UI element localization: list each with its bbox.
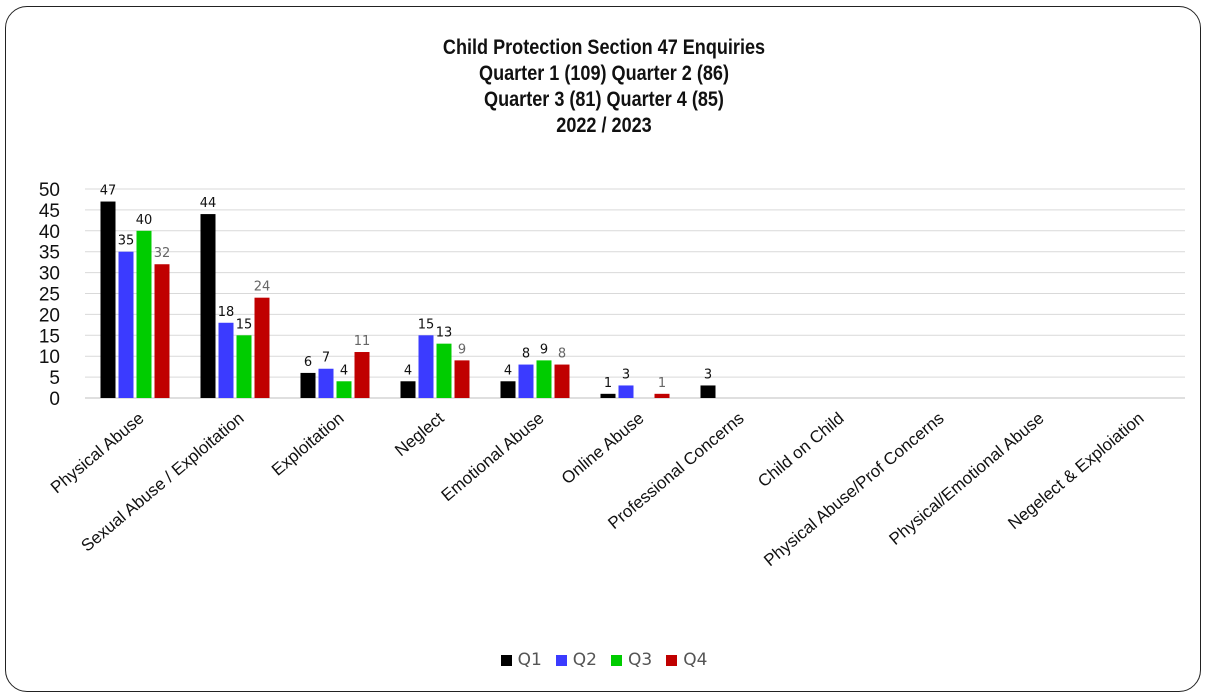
data-label: 8 bbox=[558, 347, 566, 362]
y-tick-label: 40 bbox=[39, 222, 60, 243]
legend-item-q1: Q1 bbox=[500, 650, 542, 670]
bar-q3 bbox=[336, 381, 352, 398]
bar-q1 bbox=[700, 385, 716, 398]
bar-q4 bbox=[354, 352, 370, 398]
legend-swatch bbox=[666, 654, 678, 666]
category-label: Exploitation bbox=[268, 409, 348, 480]
bar-q1 bbox=[200, 214, 216, 398]
data-label: 47 bbox=[100, 184, 117, 199]
data-label: 3 bbox=[704, 367, 712, 382]
bar-q4 bbox=[454, 360, 470, 398]
data-label: 8 bbox=[522, 347, 530, 362]
y-tick-label: 10 bbox=[39, 347, 60, 368]
bar-q2 bbox=[418, 335, 434, 398]
data-label: 4 bbox=[404, 363, 412, 378]
y-tick-label: 35 bbox=[39, 243, 60, 264]
data-label: 9 bbox=[458, 342, 466, 357]
bar-q3 bbox=[536, 360, 552, 398]
y-tick-label: 45 bbox=[39, 201, 60, 222]
chart-title-line-3: Quarter 3 (81) Quarter 4 (85) bbox=[484, 88, 724, 111]
legend-label: Q2 bbox=[572, 650, 597, 670]
legend-label: Q4 bbox=[683, 650, 708, 670]
bars bbox=[100, 201, 716, 398]
data-label: 24 bbox=[254, 280, 271, 295]
chart-title-line-2: Quarter 1 (109) Quarter 2 (86) bbox=[479, 62, 729, 85]
legend-item-q4: Q4 bbox=[666, 650, 707, 670]
bar-q4 bbox=[554, 364, 570, 398]
bar-q3 bbox=[136, 230, 152, 398]
data-label: 1 bbox=[604, 376, 612, 391]
bar-q1 bbox=[600, 393, 616, 398]
bar-q2 bbox=[218, 322, 234, 398]
category-label: Child on Child bbox=[754, 409, 847, 492]
legend: Q1 Q2 Q3 Q4 bbox=[0, 650, 1208, 670]
legend-label: Q1 bbox=[517, 650, 542, 670]
data-label: 13 bbox=[436, 326, 453, 341]
data-label: 15 bbox=[418, 317, 435, 332]
bar-q4 bbox=[154, 264, 170, 398]
category-label: Neglect bbox=[391, 408, 448, 460]
data-label: 3 bbox=[622, 367, 630, 382]
data-label: 35 bbox=[118, 234, 135, 249]
bar-q3 bbox=[436, 343, 452, 398]
y-tick-label: 20 bbox=[39, 305, 60, 326]
bar-q1 bbox=[500, 381, 516, 398]
legend-item-q3: Q3 bbox=[611, 650, 652, 670]
data-label: 40 bbox=[136, 213, 153, 228]
bar-q4 bbox=[654, 393, 670, 398]
y-tick-label: 0 bbox=[49, 389, 60, 410]
legend-swatch bbox=[611, 654, 622, 666]
y-tick-label: 15 bbox=[39, 326, 60, 347]
data-label: 44 bbox=[200, 196, 217, 211]
bar-q2 bbox=[618, 385, 634, 398]
category-label: Physical Abuse/Prof Concerns bbox=[760, 409, 947, 571]
legend-label: Q3 bbox=[628, 650, 653, 670]
data-label: 9 bbox=[540, 342, 548, 357]
bar-q1 bbox=[100, 201, 116, 398]
legend-swatch bbox=[555, 654, 567, 666]
category-label: Online Abuse bbox=[558, 409, 648, 489]
bar-q2 bbox=[518, 364, 534, 398]
y-tick-label: 25 bbox=[39, 285, 60, 306]
category-label: Sexual Abuse / Exploitation bbox=[78, 409, 248, 556]
y-tick-label: 50 bbox=[39, 180, 60, 201]
data-label: 32 bbox=[154, 246, 171, 261]
data-label: 6 bbox=[304, 355, 312, 370]
data-label: 11 bbox=[354, 334, 371, 349]
bar-q2 bbox=[118, 251, 134, 398]
data-label: 1 bbox=[658, 376, 666, 391]
data-label: 18 bbox=[218, 305, 235, 320]
bar-q1 bbox=[400, 381, 416, 398]
y-tick-label: 5 bbox=[49, 368, 60, 389]
bar-q1 bbox=[300, 372, 316, 398]
data-label: 15 bbox=[236, 317, 253, 332]
y-tick-label: 30 bbox=[39, 264, 60, 285]
chart-title-line-1: Child Protection Section 47 Enquiries bbox=[442, 36, 766, 59]
legend-item-q2: Q2 bbox=[555, 650, 597, 670]
bar-q3 bbox=[236, 335, 252, 398]
data-label: 4 bbox=[340, 363, 348, 378]
legend-swatch bbox=[500, 654, 512, 666]
category-label: Physical Abuse bbox=[47, 409, 148, 498]
bar-q4 bbox=[254, 297, 270, 398]
category-label: Emotional Abuse bbox=[438, 409, 548, 506]
data-label: 4 bbox=[504, 363, 512, 378]
bar-q2 bbox=[318, 368, 334, 398]
chart-title-line-4: 2022 / 2023 bbox=[556, 114, 652, 137]
data-label: 7 bbox=[322, 351, 330, 366]
